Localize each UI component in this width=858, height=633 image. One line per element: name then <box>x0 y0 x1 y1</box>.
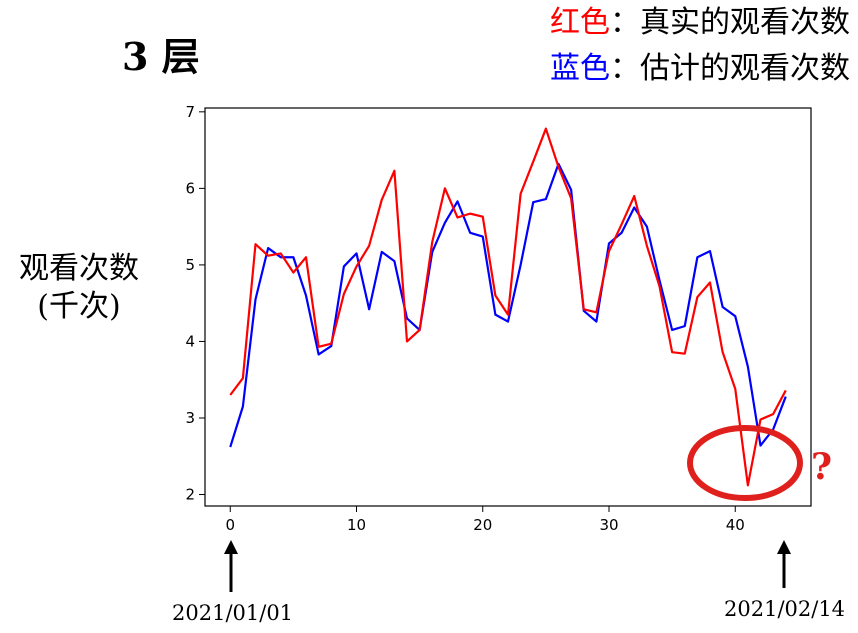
series-line-estimated <box>229 162 787 448</box>
arrow-end <box>777 540 791 588</box>
y-tick-label: 3 <box>185 409 195 427</box>
legend-separator-estimated: ： <box>610 51 640 86</box>
legend-color-word-estimated: 蓝色 <box>550 51 610 86</box>
y-axis-label-unit: (千次) <box>37 289 121 324</box>
legend-text-real: 真实的观看次数 <box>640 5 850 40</box>
y-tick-label: 7 <box>185 103 195 121</box>
legend-separator-real: ： <box>610 5 640 40</box>
legend: 红色：真实的观看次数 蓝色：估计的观看次数 <box>550 0 850 92</box>
x-tick-label: 10 <box>347 516 366 534</box>
x-tick-label: 40 <box>726 516 745 534</box>
y-tick-label: 2 <box>185 486 195 504</box>
legend-color-word-real: 红色 <box>550 5 610 40</box>
start-date-label: 2021/01/01 <box>172 601 294 625</box>
y-axis-label: 观看次数 (千次) <box>4 250 154 326</box>
legend-row-real: 红色：真实的观看次数 <box>550 0 850 46</box>
x-tick-label: 0 <box>225 516 235 534</box>
x-tick-label: 30 <box>599 516 618 534</box>
y-tick-label: 6 <box>185 179 195 197</box>
plot-frame <box>204 107 812 507</box>
y-tick-label: 4 <box>185 332 195 350</box>
end-date-label: 2021/02/14 <box>724 597 846 621</box>
x-tick-label: 20 <box>473 516 492 534</box>
page-title: 3 层 <box>122 34 200 79</box>
legend-text-estimated: 估计的观看次数 <box>640 51 850 86</box>
y-tick-label: 5 <box>185 256 195 274</box>
series-line-real <box>229 127 787 487</box>
anomaly-circle <box>687 425 803 501</box>
arrow-start <box>224 540 238 592</box>
legend-row-estimated: 蓝色：估计的观看次数 <box>550 46 850 92</box>
question-mark: ? <box>811 446 833 488</box>
y-axis-label-main: 观看次数 <box>19 251 139 286</box>
